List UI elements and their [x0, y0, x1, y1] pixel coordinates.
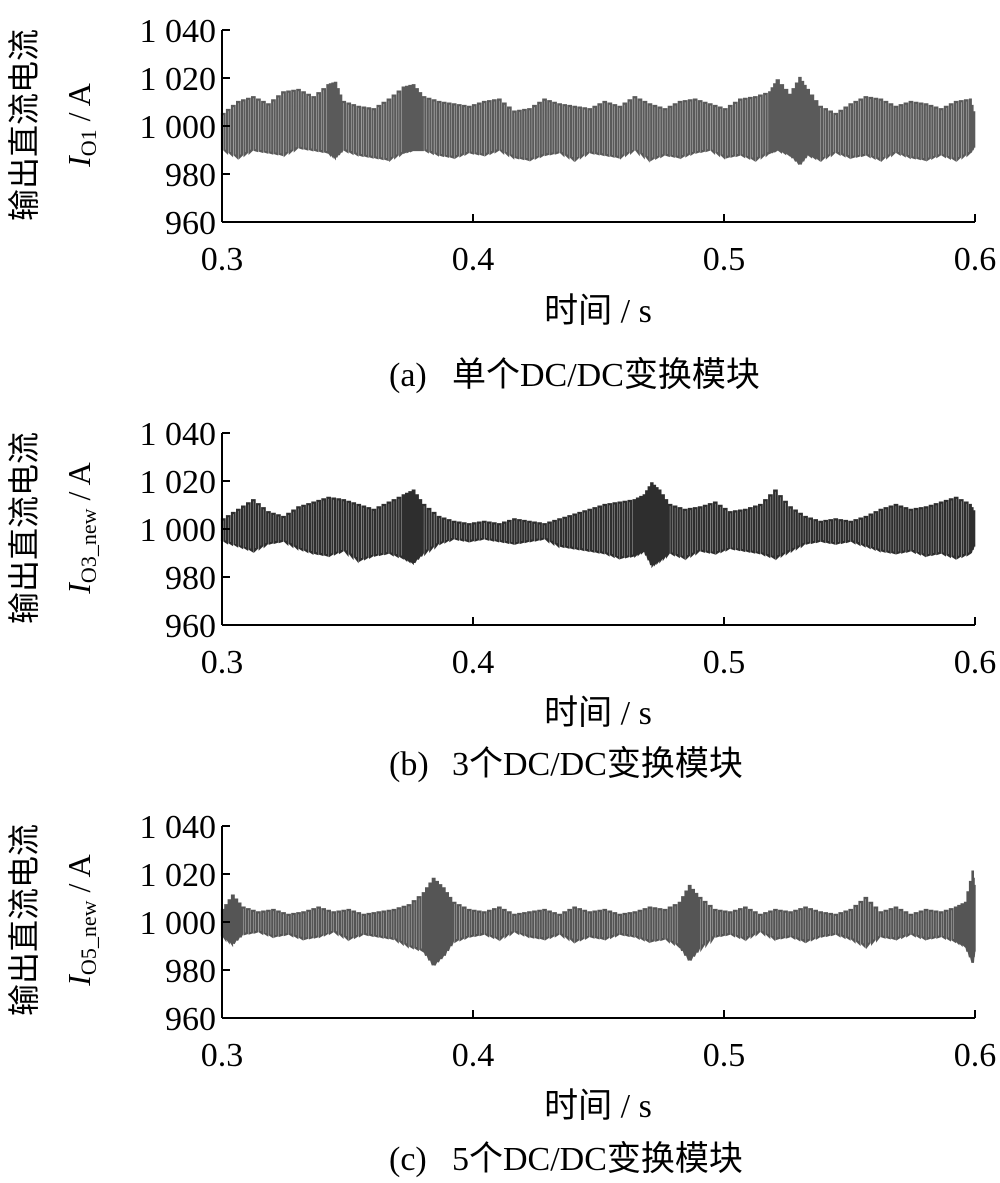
y-tick-label-b-1: 1 020	[140, 464, 217, 501]
y-axis-symbol-b: I	[61, 582, 97, 595]
y-axis-subscript-a: O1	[76, 129, 101, 156]
y-axis-symbol-a: I	[61, 155, 97, 168]
caption-text-b: 3个DC/DC变换模块	[452, 745, 743, 783]
x-tick-label-a-0: 0.3	[201, 241, 244, 278]
y-tick-label-a-2: 1 000	[140, 109, 217, 146]
y-tick-label-a-4: 960	[165, 205, 216, 242]
y-tick-label-c-0: 1 040	[140, 809, 217, 846]
x-tick-label-c-2: 0.5	[703, 1037, 746, 1074]
x-axis-label-b: 时间 / s	[544, 695, 652, 732]
x-tick-label-a-2: 0.5	[703, 241, 746, 278]
y-tick-label-a-3: 980	[165, 157, 216, 194]
y-axis-unit-a: / A	[61, 83, 97, 129]
x-tick-label-c-0: 0.3	[201, 1037, 244, 1074]
y-tick-label-b-3: 980	[165, 560, 216, 597]
y-axis-unit-b: / A	[61, 462, 97, 508]
x-tick-label-b-3: 0.6	[954, 644, 997, 681]
y-axis-label-symbol-c: IO5_new / A	[61, 854, 101, 986]
y-tick-label-c-4: 960	[165, 1001, 216, 1038]
y-axis-label-symbol-b: IO3_new / A	[61, 462, 101, 594]
caption-text-c: 5个DC/DC变换模块	[452, 1140, 743, 1178]
y-tick-label-c-3: 980	[165, 953, 216, 990]
y-tick-label-c-1: 1 020	[140, 857, 217, 894]
y-tick-label-b-2: 1 000	[140, 512, 217, 549]
x-tick-label-c-3: 0.6	[954, 1037, 997, 1074]
y-axis-unit-c: / A	[61, 854, 97, 900]
y-axis-subscript-b: O3_new	[76, 508, 101, 583]
y-tick-label-a-0: 1 040	[140, 13, 217, 50]
y-axis-label-cn-c: 输出直流电流	[6, 824, 42, 1016]
y-axis-label-cn-b: 输出直流电流	[6, 432, 42, 624]
caption-label-c: (c)	[389, 1141, 427, 1178]
series-line-b-0	[220, 482, 976, 569]
caption-text-a: 单个DC/DC变换模块	[452, 356, 760, 394]
x-axis-label-a: 时间 / s	[544, 293, 652, 330]
x-tick-label-b-1: 0.4	[452, 644, 495, 681]
x-axis-label-c: 时间 / s	[544, 1088, 652, 1125]
x-tick-label-a-3: 0.6	[954, 241, 997, 278]
y-tick-label-b-4: 960	[165, 608, 216, 645]
x-tick-label-b-0: 0.3	[201, 644, 244, 681]
caption-label-b: (b)	[389, 746, 429, 783]
x-tick-label-c-1: 0.4	[452, 1037, 495, 1074]
series-line-c-0	[220, 870, 976, 966]
y-tick-label-a-1: 1 020	[140, 61, 217, 98]
y-tick-label-c-2: 1 000	[140, 905, 217, 942]
x-tick-label-b-2: 0.5	[703, 644, 746, 681]
x-tick-label-a-1: 0.4	[452, 241, 495, 278]
y-tick-label-b-0: 1 040	[140, 416, 217, 453]
caption-label-a: (a)	[389, 357, 427, 394]
y-axis-label-symbol-a: IO1 / A	[61, 83, 101, 168]
y-axis-symbol-c: I	[61, 974, 97, 987]
series-line-a-0	[220, 76, 976, 165]
y-axis-label-cn-a: 输出直流电流	[6, 29, 42, 221]
y-axis-subscript-c: O5_new	[76, 900, 101, 975]
